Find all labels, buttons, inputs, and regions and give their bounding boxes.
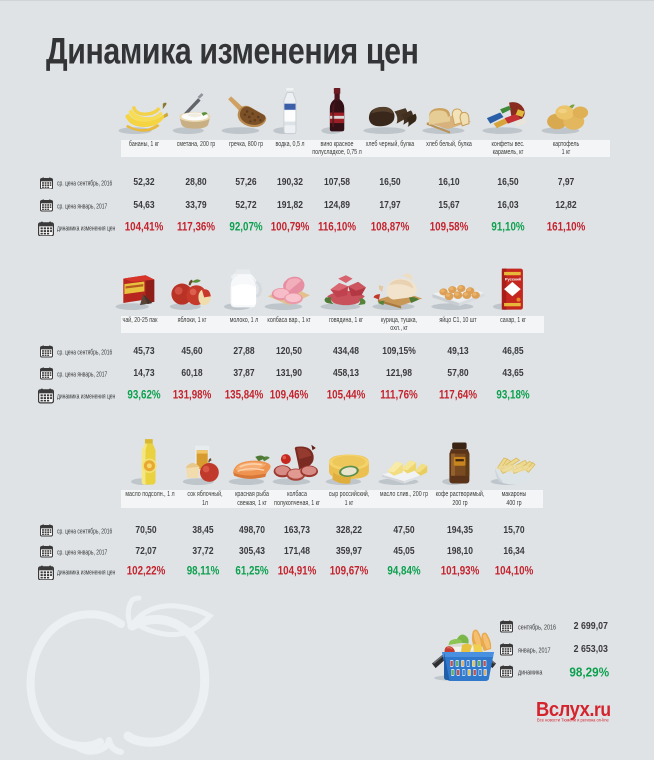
svg-text:Русский: Русский: [505, 276, 522, 281]
